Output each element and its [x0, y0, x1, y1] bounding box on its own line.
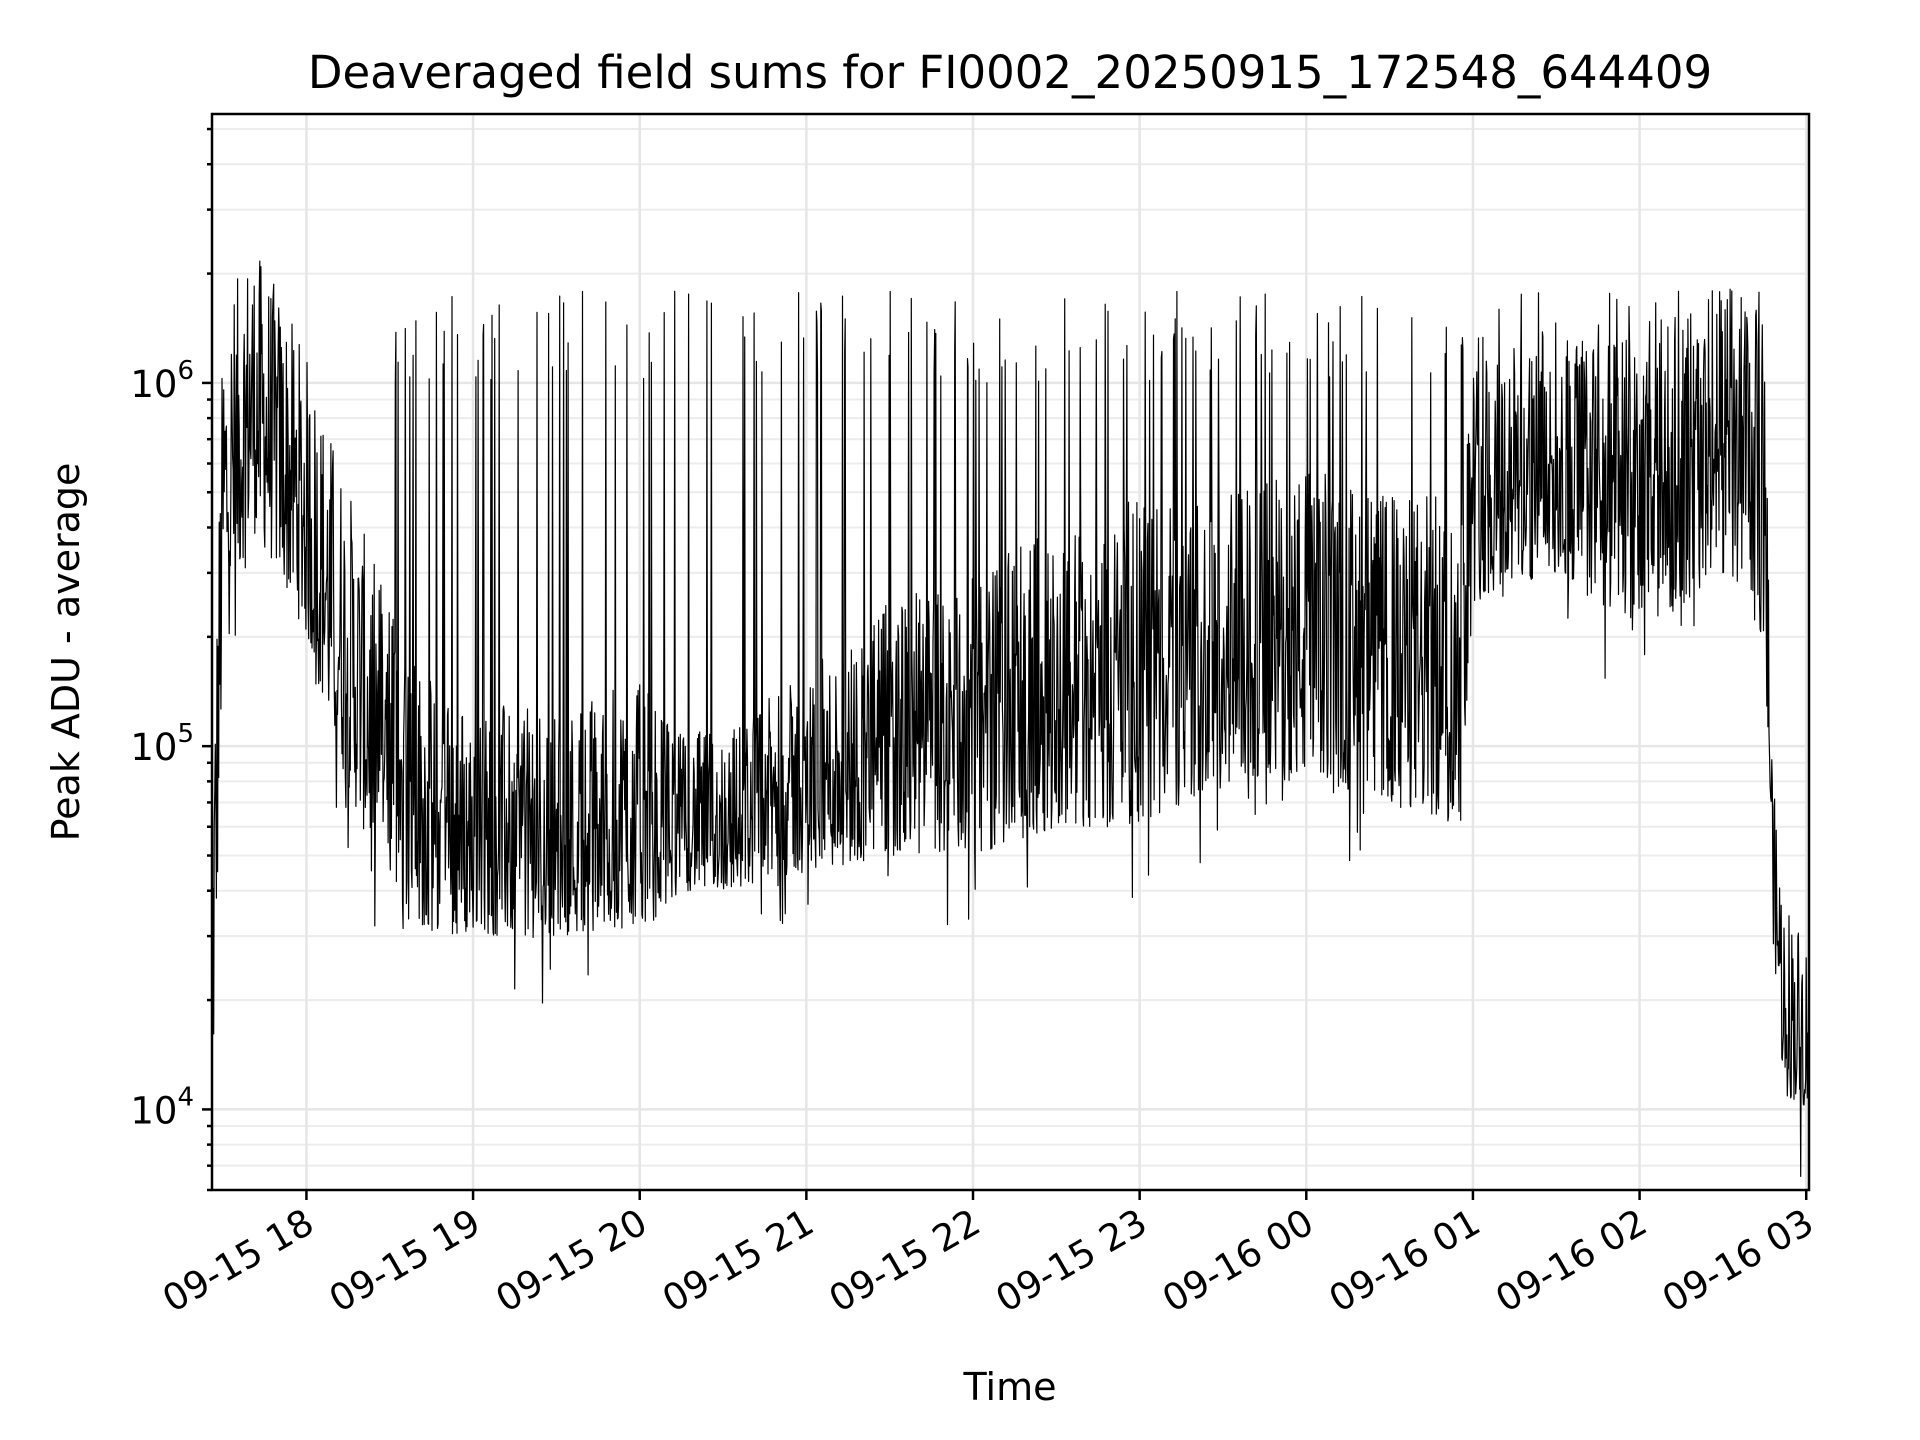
y-tick-base: 10: [130, 363, 177, 406]
x-axis-label: Time: [963, 1365, 1057, 1409]
chart-title: Deaveraged field sums for FI0002_2025091…: [308, 46, 1712, 99]
y-tick-exponent: 4: [177, 1082, 194, 1112]
y-tick-exponent: 5: [177, 719, 194, 749]
y-axis-label: Peak ADU - average: [44, 463, 88, 842]
y-tick-label: 106: [130, 356, 194, 406]
y-tick-exponent: 6: [177, 356, 194, 386]
y-tick-base: 10: [130, 1089, 177, 1132]
y-tick-label: 104: [130, 1082, 194, 1132]
y-tick-label: 105: [130, 719, 194, 769]
y-tick-base: 10: [130, 726, 177, 769]
series-line: [211, 260, 1810, 1177]
ticks: [202, 127, 1808, 1200]
plot-frame: [210, 112, 1811, 1192]
